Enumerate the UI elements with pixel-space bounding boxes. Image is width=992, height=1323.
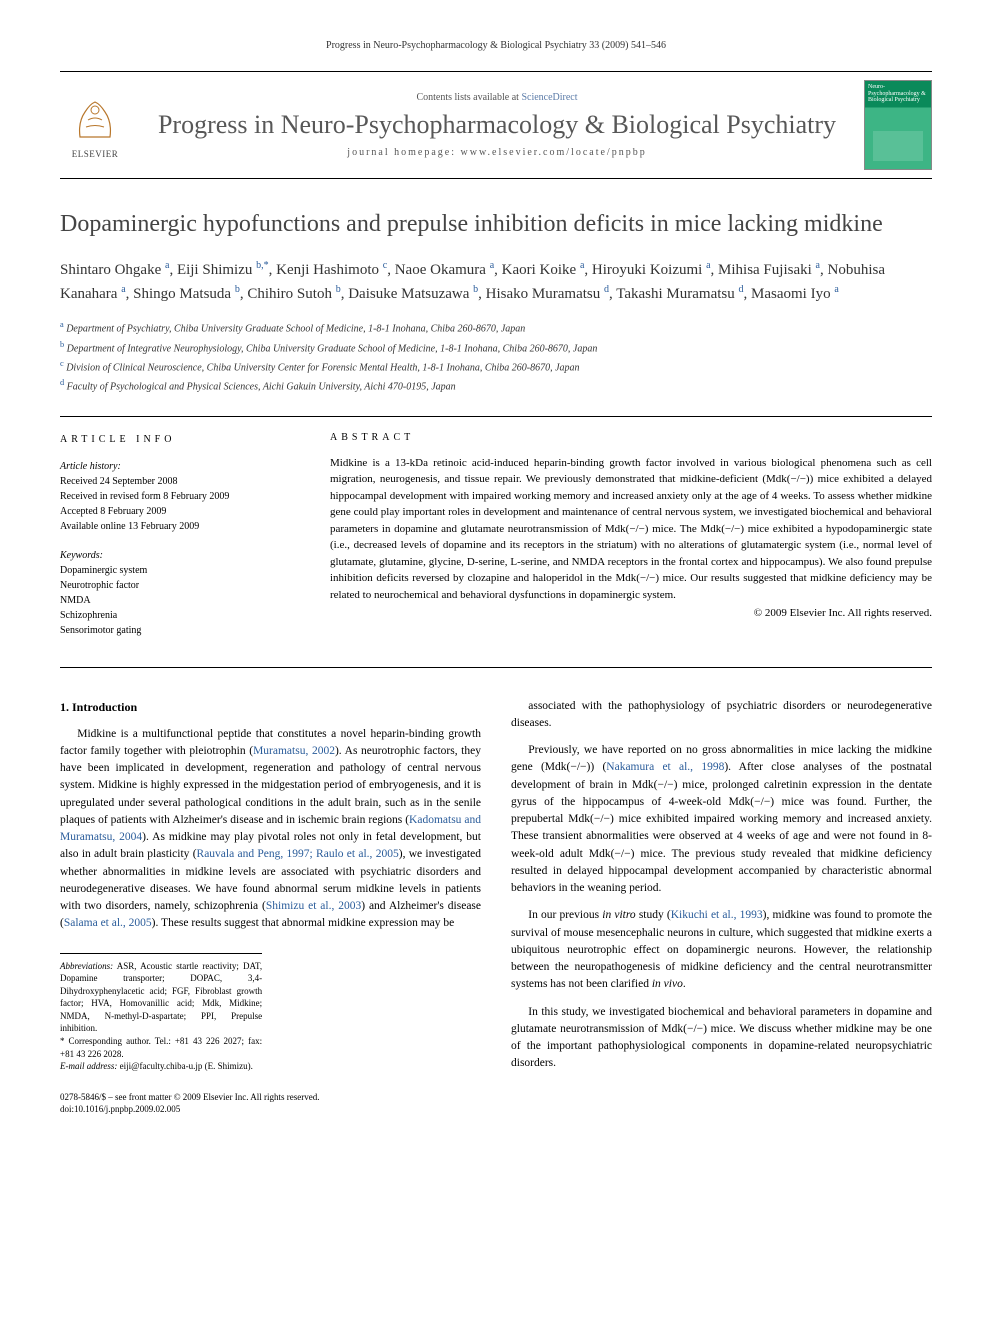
corr-label: * Corresponding author. xyxy=(60,1036,151,1046)
email-text[interactable]: eiji@faculty.chiba-u.jp (E. Shimizu). xyxy=(117,1061,252,1071)
keywords-block: Keywords: Dopaminergic systemNeurotrophi… xyxy=(60,548,300,638)
body-paragraph: associated with the pathophysiology of p… xyxy=(511,698,932,733)
keyword: Sensorimotor gating xyxy=(60,623,300,638)
publisher-name: ELSEVIER xyxy=(72,149,119,159)
journal-homepage-line: journal homepage: www.elsevier.com/locat… xyxy=(145,147,849,158)
abbreviations-footnote: Abbreviations: ASR, Acoustic startle rea… xyxy=(60,960,262,1036)
banner-center: Contents lists available at ScienceDirec… xyxy=(130,92,864,157)
email-label: E-mail address: xyxy=(60,1061,117,1071)
article-info: ARTICLE INFO Article history: Received 2… xyxy=(60,432,300,652)
article-history-block: Article history: Received 24 September 2… xyxy=(60,459,300,534)
section-heading-introduction: 1. Introduction xyxy=(60,698,481,716)
homepage-url[interactable]: www.elsevier.com/locate/pnpbp xyxy=(461,147,647,158)
abbrev-text: ASR, Acoustic startle reactivity; DAT, D… xyxy=(60,961,262,1034)
body-paragraph: In our previous in vitro study (Kikuchi … xyxy=(511,907,932,993)
divider xyxy=(60,416,932,417)
abstract-copyright: © 2009 Elsevier Inc. All rights reserved… xyxy=(330,607,932,619)
running-header: Progress in Neuro-Psychopharmacology & B… xyxy=(60,40,932,51)
history-line: Accepted 8 February 2009 xyxy=(60,504,300,519)
issn-doi-block: 0278-5846/$ – see front matter © 2009 El… xyxy=(60,1091,481,1116)
info-abstract-row: ARTICLE INFO Article history: Received 2… xyxy=(60,432,932,652)
abstract-header: ABSTRACT xyxy=(330,432,932,443)
history-line: Received 24 September 2008 xyxy=(60,474,300,489)
cover-text: Neuro-Psychopharmacology & Biological Ps… xyxy=(865,81,931,107)
affiliation: b Department of Integrative Neurophysiol… xyxy=(60,338,932,357)
abstract-text: Midkine is a 13-kDa retinoic acid-induce… xyxy=(330,455,932,604)
footnotes: Abbreviations: ASR, Acoustic startle rea… xyxy=(60,953,262,1073)
affiliation: c Division of Clinical Neuroscience, Chi… xyxy=(60,357,932,376)
history-label: Article history: xyxy=(60,459,300,474)
contents-available-line: Contents lists available at ScienceDirec… xyxy=(145,92,849,103)
journal-name: Progress in Neuro-Psychopharmacology & B… xyxy=(145,109,849,140)
affiliations: a Department of Psychiatry, Chiba Univer… xyxy=(60,318,932,395)
journal-banner: ELSEVIER Contents lists available at Sci… xyxy=(60,71,932,179)
email-footnote: E-mail address: eiji@faculty.chiba-u.jp … xyxy=(60,1060,262,1073)
homepage-prefix: journal homepage: xyxy=(347,147,460,158)
sciencedirect-link[interactable]: ScienceDirect xyxy=(521,92,577,103)
issn-line: 0278-5846/$ – see front matter © 2009 El… xyxy=(60,1091,481,1104)
body-col-left: 1. Introduction Midkine is a multifuncti… xyxy=(60,698,481,1117)
keyword: NMDA xyxy=(60,593,300,608)
body-col-right: associated with the pathophysiology of p… xyxy=(511,698,932,1117)
keyword: Schizophrenia xyxy=(60,608,300,623)
keywords-label: Keywords: xyxy=(60,548,300,563)
journal-cover-thumbnail: Neuro-Psychopharmacology & Biological Ps… xyxy=(864,80,932,170)
history-line: Received in revised form 8 February 2009 xyxy=(60,489,300,504)
body-paragraph: Midkine is a multifunctional peptide tha… xyxy=(60,726,481,933)
article-title: Dopaminergic hypofunctions and prepulse … xyxy=(60,209,932,240)
abbrev-label: Abbreviations: xyxy=(60,961,113,971)
affiliation: a Department of Psychiatry, Chiba Univer… xyxy=(60,318,932,337)
body-paragraph: In this study, we investigated biochemic… xyxy=(511,1004,932,1073)
keyword: Neurotrophic factor xyxy=(60,578,300,593)
affiliation: d Faculty of Psychological and Physical … xyxy=(60,376,932,395)
keyword: Dopaminergic system xyxy=(60,563,300,578)
corresponding-author-footnote: * Corresponding author. Tel.: +81 43 226… xyxy=(60,1035,262,1060)
history-line: Available online 13 February 2009 xyxy=(60,519,300,534)
body-paragraph: Previously, we have reported on no gross… xyxy=(511,742,932,897)
abstract-column: ABSTRACT Midkine is a 13-kDa retinoic ac… xyxy=(330,432,932,652)
body-columns: 1. Introduction Midkine is a multifuncti… xyxy=(60,698,932,1117)
elsevier-logo: ELSEVIER xyxy=(60,88,130,163)
article-info-header: ARTICLE INFO xyxy=(60,432,300,447)
divider xyxy=(60,667,932,668)
doi-line: doi:10.1016/j.pnpbp.2009.02.005 xyxy=(60,1103,481,1116)
authors-list: Shintaro Ohgake a, Eiji Shimizu b,*, Ken… xyxy=(60,258,932,306)
contents-prefix: Contents lists available at xyxy=(416,92,521,103)
